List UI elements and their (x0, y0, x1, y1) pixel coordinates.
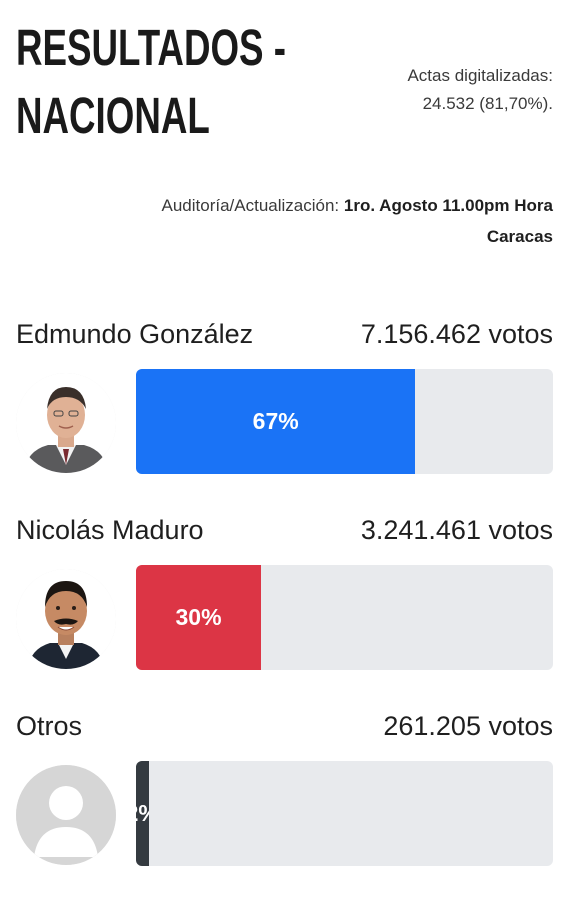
audit-value-line-1: 1ro. Agosto 11.00pm Hora (343, 196, 553, 215)
candidate-votes: 3.241.461 votos (360, 515, 553, 545)
audit-label: Auditoría/Actualización: (161, 196, 340, 215)
vote-percent-label: 2% (136, 800, 149, 827)
candidate-name: Otros (16, 711, 83, 741)
audit-info: Auditoría/Actualización: 1ro. Agosto 11.… (33, 190, 554, 252)
candidate-row-gonzalez: Edmundo González 7.156.462 votos 67% (0, 317, 570, 507)
candidate-row-otros: Otros 261.205 votos 2% (0, 709, 570, 899)
vote-bar-track: 67% (136, 369, 553, 474)
candidate-votes: 261.205 votos (383, 711, 553, 741)
vote-percent-label: 67% (252, 408, 299, 434)
vote-bar-fill: 30% (136, 565, 262, 670)
candidate-photo-icon (16, 373, 116, 473)
vote-percent-label: 30% (175, 604, 222, 630)
title-line-2: NACIONAL (16, 87, 210, 144)
candidate-name: Nicolás Maduro (16, 515, 204, 545)
actas-info: Actas digitalizadas: 24.532 (81,70%). (313, 62, 553, 118)
page-title: RESULTADOS - NACIONAL (16, 14, 286, 150)
vote-bar-track: 2% (136, 761, 553, 866)
vote-bar-track: 30% (136, 565, 553, 670)
title-line-1: RESULTADOS - (16, 19, 286, 76)
vote-bar-fill: 67% (136, 369, 416, 474)
actas-value: 24.532 (81,70%). (422, 94, 553, 113)
audit-value-line-2: Caracas (486, 227, 553, 246)
vote-bar-fill: 2% (136, 761, 149, 866)
default-user-icon (16, 765, 116, 865)
candidate-votes: 7.156.462 votos (360, 319, 553, 349)
candidate-name: Edmundo González (16, 319, 254, 349)
candidate-row-maduro: Nicolás Maduro 3.241.461 votos 30% (0, 513, 570, 703)
candidate-photo-icon (16, 569, 116, 669)
actas-label: Actas digitalizadas: (407, 66, 553, 85)
